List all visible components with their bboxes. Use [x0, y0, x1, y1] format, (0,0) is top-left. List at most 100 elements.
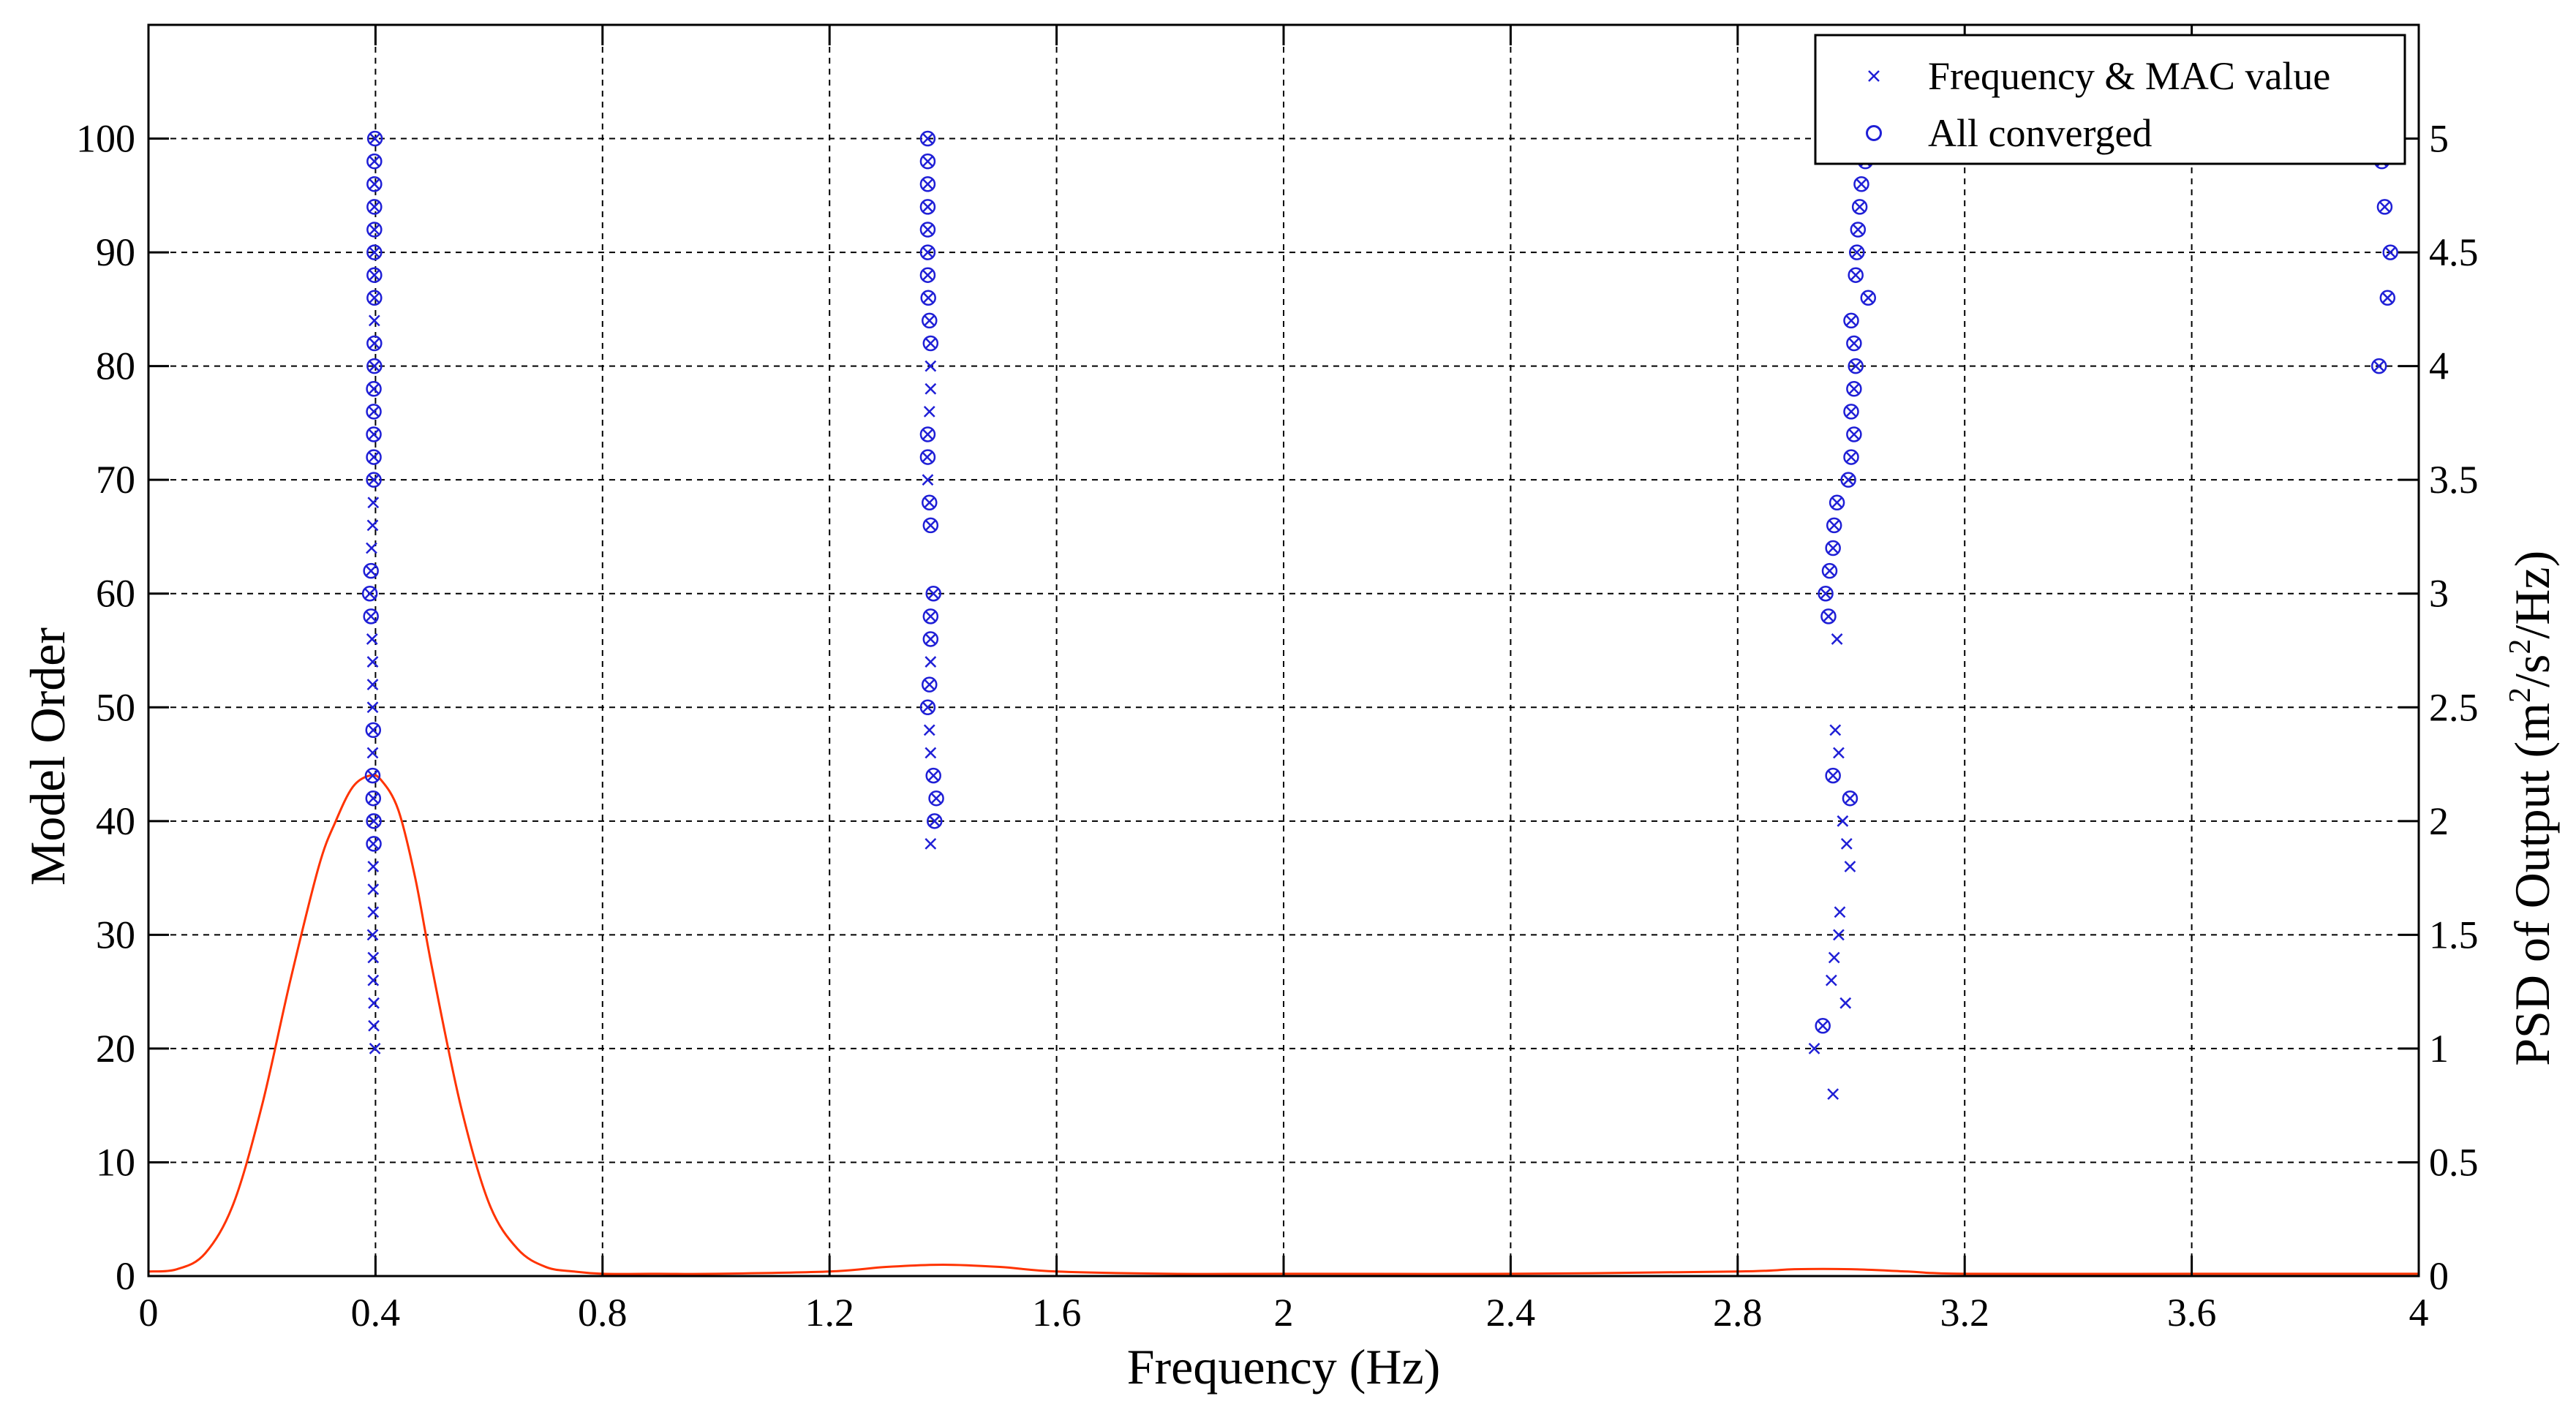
- converged-point: [1843, 404, 1859, 420]
- psd-line: [148, 774, 2419, 1275]
- frequency-mac-point: [1828, 519, 1840, 532]
- frequency-mac-point: [1829, 724, 1842, 736]
- x-marker-stroke: [369, 132, 381, 145]
- x-marker-stroke: [368, 997, 380, 1009]
- frequency-mac-point: [2384, 246, 2397, 258]
- frequency-mac-point: [1831, 497, 1843, 509]
- x-marker-stroke: [921, 451, 933, 463]
- converged-point: [366, 290, 383, 306]
- x-tick-label: 0: [139, 1291, 159, 1335]
- y-right-tick-label: 0: [2429, 1254, 2449, 1298]
- x-marker-stroke: [922, 429, 934, 440]
- x-marker-stroke: [367, 974, 380, 986]
- legend: Frequency & MAC value All converged: [1814, 34, 2406, 165]
- frequency-mac-point: [1853, 200, 1866, 213]
- frequency-mac-point: [368, 292, 380, 304]
- x-marker-stroke: [368, 1019, 380, 1032]
- ylabel-right-sup-2: 2: [2504, 639, 2537, 654]
- frequency-mac-point: [367, 861, 380, 872]
- converged-point: [925, 767, 941, 784]
- frequency-mac-point: [367, 497, 380, 509]
- x-marker-stroke: [1853, 200, 1866, 213]
- frequency-mac-point: [1827, 1088, 1839, 1101]
- frequency-mac-point: [1837, 815, 1849, 827]
- psd-curve-group: [148, 774, 2419, 1275]
- frequency-mac-point: [923, 497, 935, 509]
- x-marker-stroke: [367, 724, 380, 736]
- x-marker-stroke: [1848, 429, 1860, 440]
- frequency-mac-point: [368, 1019, 380, 1032]
- legend-label-all-converged: All converged: [1928, 111, 2152, 155]
- legend-box: [1814, 34, 2406, 165]
- x-marker-stroke: [1827, 769, 1839, 782]
- x-tick-label: 1.6: [1032, 1291, 1082, 1335]
- frequency-mac-point: [366, 633, 378, 645]
- x-marker-stroke: [366, 519, 379, 532]
- frequency-mac-point: [1856, 178, 1867, 190]
- y-right-tick-label: 3.5: [2429, 458, 2479, 502]
- x-marker-stroke: [366, 747, 379, 759]
- x-marker-stroke: [368, 815, 380, 827]
- frequency-mac-point: [1831, 633, 1843, 645]
- x-marker-stroke: [924, 838, 937, 850]
- x-marker-stroke: [1827, 1088, 1839, 1101]
- converged-point: [922, 676, 938, 693]
- x-marker-stroke: [1823, 565, 1836, 577]
- y-axis-left-label: Model Order: [20, 627, 75, 886]
- converged-point: [366, 404, 382, 420]
- frequency-mac-point: [367, 792, 380, 804]
- converged-point: [366, 836, 382, 852]
- converged-point: [1818, 585, 1834, 602]
- x-marker-stroke: [1828, 951, 1840, 964]
- frequency-mac-point: [1850, 269, 1862, 282]
- x-marker-stroke: [1862, 292, 1875, 304]
- frequency-mac-point: [924, 337, 937, 350]
- converged-point: [1846, 335, 1862, 352]
- frequency-mac-point: [1820, 587, 1831, 600]
- x-marker-stroke: [367, 951, 380, 964]
- frequency-mac-point: [1852, 224, 1864, 235]
- frequency-mac-point: [1845, 405, 1857, 418]
- frequency-mac-point: [924, 633, 937, 645]
- frequency-mac-point: [368, 815, 380, 827]
- x-marker-stroke: [923, 497, 935, 509]
- x-marker-stroke: [922, 132, 934, 145]
- frequency-mac-point: [1808, 1043, 1820, 1054]
- x-marker-stroke: [368, 474, 380, 486]
- x-tick-label: 2.8: [1713, 1291, 1763, 1335]
- converged-point: [1848, 358, 1864, 374]
- converged-point: [1853, 176, 1869, 192]
- x-marker-stroke: [922, 200, 934, 213]
- converged-point: [1851, 199, 1868, 215]
- x-marker-stroke: [368, 224, 380, 235]
- frequency-mac-point: [923, 679, 935, 691]
- y-right-tick-label: 1.5: [2429, 913, 2479, 956]
- y-left-tick-label: 50: [96, 685, 135, 729]
- frequency-mac-point: [927, 587, 940, 600]
- x-tick-label: 2.4: [1486, 1291, 1536, 1335]
- frequency-mac-point: [366, 929, 379, 941]
- converged-point: [1840, 472, 1856, 488]
- y-left-tick-label: 70: [96, 458, 135, 502]
- x-tick-label: 0.4: [351, 1291, 401, 1335]
- x-marker-stroke: [367, 497, 380, 509]
- y-right-tick-label: 1: [2429, 1027, 2449, 1071]
- x-marker-stroke: [365, 565, 377, 577]
- converged-point: [919, 244, 936, 260]
- x-marker-stroke: [927, 769, 940, 782]
- x-marker-stroke: [930, 792, 942, 804]
- x-marker-stroke: [1845, 405, 1857, 418]
- frequency-mac-point: [368, 337, 380, 350]
- x-marker-stroke: [1848, 382, 1860, 395]
- x-marker-stroke: [924, 656, 937, 668]
- frequency-mac-point: [1833, 929, 1845, 941]
- frequency-mac-point: [366, 656, 379, 668]
- converged-point: [919, 699, 936, 716]
- frequency-mac-point: [366, 519, 379, 532]
- frequency-mac-point: [2381, 292, 2394, 304]
- converged-point: [1849, 244, 1865, 260]
- x-marker-stroke: [924, 360, 937, 372]
- y-right-tick-label: 4.5: [2429, 230, 2479, 274]
- frequency-mac-point: [922, 178, 934, 190]
